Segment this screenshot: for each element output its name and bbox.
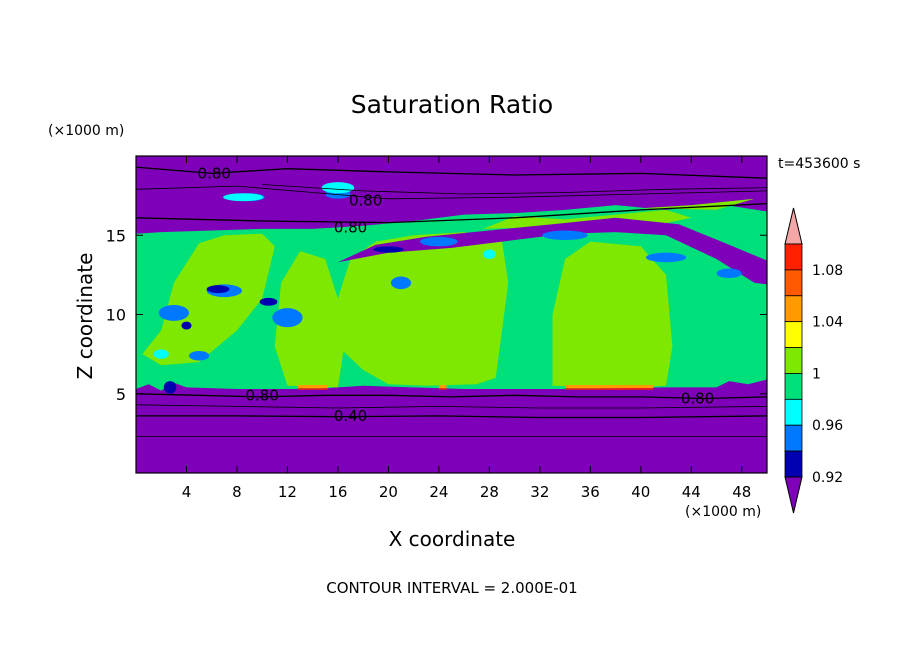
plot-area bbox=[136, 156, 767, 473]
contour-label: 0.80 bbox=[198, 164, 231, 182]
colorbar-swatch bbox=[784, 269, 803, 297]
y-axis-ticks: 5 10 15 bbox=[106, 226, 767, 404]
colorbar-top-arrow bbox=[784, 207, 803, 245]
colorbar-label: 1 bbox=[812, 366, 821, 382]
field-subsaturated-patch bbox=[390, 276, 412, 290]
field-cyan-patch bbox=[483, 249, 496, 260]
colorbar-swatch bbox=[784, 424, 803, 452]
y-unit-label: (×1000 m) bbox=[48, 123, 124, 139]
colorbar-swatch bbox=[784, 450, 803, 478]
x-tick-label: 8 bbox=[232, 483, 242, 501]
field-dry-band bbox=[337, 217, 767, 285]
colorbar-swatch bbox=[784, 373, 803, 400]
contour-line bbox=[262, 184, 767, 195]
contour-line bbox=[136, 202, 767, 224]
contour-interval-footer: CONTOUR INTERVAL = 2.000E-01 bbox=[326, 579, 577, 597]
field-subsaturated-patch bbox=[189, 350, 210, 361]
field-cloud-base-strip-red bbox=[438, 388, 447, 390]
field-cloud-base-strip bbox=[565, 385, 654, 389]
colorbar-swatch bbox=[784, 295, 803, 323]
colorbar-swatch bbox=[784, 321, 803, 348]
contour-label: 0.80 bbox=[349, 191, 382, 209]
field-low-patch bbox=[259, 297, 278, 306]
colorbar-swatch bbox=[784, 398, 803, 426]
x-tick-label: 16 bbox=[328, 483, 347, 501]
colorbar: 1.08 1.04 1 0.96 0.92 bbox=[784, 207, 843, 514]
field-cloud-base-strip bbox=[297, 385, 328, 389]
field-supersaturated-region bbox=[274, 251, 345, 388]
contour-line bbox=[136, 166, 767, 179]
x-axis-label: X coordinate bbox=[389, 527, 516, 551]
colorbar-swatch bbox=[784, 243, 803, 271]
y-tick-label: 15 bbox=[106, 226, 126, 245]
contour-label: 0.80 bbox=[334, 218, 367, 236]
chart-title: Saturation Ratio bbox=[351, 90, 553, 119]
y-axis-label: Z coordinate bbox=[73, 253, 97, 380]
field-low-patch bbox=[181, 321, 192, 330]
x-tick-label: 28 bbox=[480, 483, 499, 501]
contour-label: 0.80 bbox=[681, 390, 714, 408]
colorbar-label: 1.04 bbox=[812, 315, 843, 331]
field-subsaturated-patch bbox=[419, 236, 458, 247]
x-tick-label: 24 bbox=[429, 483, 448, 501]
contour-lines bbox=[136, 166, 767, 437]
field-supersaturated-region bbox=[142, 233, 275, 366]
x-tick-label: 44 bbox=[682, 483, 701, 501]
field-subsaturated-patch bbox=[716, 268, 742, 279]
field-cloud-base-strip-red bbox=[297, 388, 328, 390]
time-label: t=453600 s bbox=[778, 156, 860, 172]
x-tick-label: 48 bbox=[732, 483, 751, 501]
contour-line bbox=[136, 415, 767, 419]
field-cyan-patch bbox=[153, 349, 169, 359]
x-unit-label: (×1000 m) bbox=[685, 504, 761, 520]
field-cloud-base-strip bbox=[438, 385, 447, 389]
colorbar-swatch bbox=[784, 347, 803, 374]
contour-labels: 0.80 0.80 0.80 0.80 0.40 0.80 bbox=[198, 164, 715, 425]
colorbar-bottom-arrow bbox=[784, 476, 803, 514]
contour-line bbox=[136, 393, 767, 400]
field-cyan-patch bbox=[321, 182, 355, 194]
saturation-field bbox=[136, 156, 767, 473]
x-tick-label: 12 bbox=[278, 483, 297, 501]
field-subsaturated-patch bbox=[542, 230, 588, 241]
field-subsaturated-patch bbox=[272, 308, 303, 328]
x-tick-label: 36 bbox=[581, 483, 600, 501]
field-supersaturated-region bbox=[552, 241, 673, 388]
contour-label: 0.40 bbox=[334, 407, 367, 425]
field-upper-dry-band bbox=[136, 156, 767, 220]
contour-label: 0.80 bbox=[245, 386, 278, 404]
x-tick-label: 4 bbox=[182, 483, 192, 501]
x-tick-label: 32 bbox=[530, 483, 549, 501]
field-subsaturated-patch bbox=[645, 252, 687, 263]
x-axis-ticks: 4 8 12 16 20 24 28 32 36 40 44 48 bbox=[182, 156, 751, 501]
field-supersaturated-region bbox=[337, 232, 509, 386]
x-tick-label: 20 bbox=[379, 483, 398, 501]
field-subsaturated-patch bbox=[158, 304, 190, 321]
field-supersaturated-region bbox=[640, 198, 755, 210]
y-tick-label: 5 bbox=[116, 385, 126, 404]
colorbar-label: 0.92 bbox=[812, 470, 843, 486]
x-tick-label: 40 bbox=[631, 483, 650, 501]
field-cyan-patch bbox=[223, 193, 264, 202]
field-low-patch bbox=[163, 381, 177, 394]
colorbar-label: 0.96 bbox=[812, 418, 843, 434]
field-low-patch bbox=[373, 246, 404, 253]
field-cloud-base-strip-red bbox=[565, 388, 654, 390]
field-low-patch bbox=[206, 285, 230, 294]
y-tick-label: 10 bbox=[106, 306, 126, 325]
contour-line bbox=[136, 404, 767, 409]
colorbar-label: 1.08 bbox=[812, 263, 843, 279]
contour-line bbox=[136, 185, 767, 200]
